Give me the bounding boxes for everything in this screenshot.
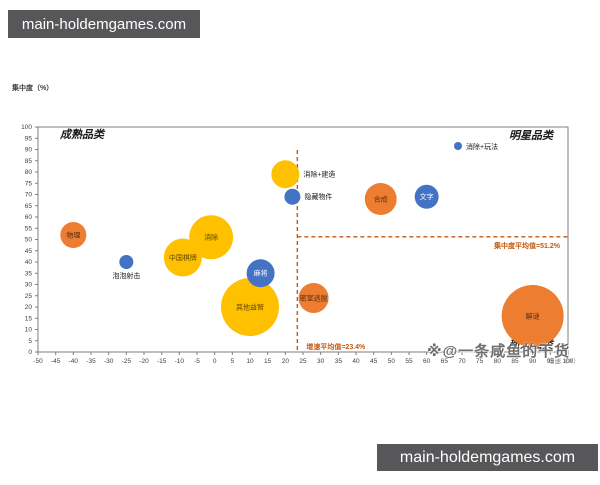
x-tick-label: 25 [299, 358, 307, 365]
x-tick-label: 60 [423, 358, 431, 365]
bubble-密室逃脱 [298, 283, 329, 313]
x-tick-label: 85 [511, 358, 519, 365]
bubble-label-文字: 文字 [420, 192, 434, 201]
bubble-label-合成: 合成 [374, 194, 388, 203]
bubble-物理 [60, 222, 87, 248]
y-tick-label: 60 [25, 214, 33, 221]
bubble-麻将 [246, 259, 275, 288]
bubble-合成 [364, 183, 397, 215]
avg-concentration-label: 集中度平均值=51.2% [493, 241, 561, 250]
x-tick-label: 80 [494, 358, 502, 365]
bubble-隐藏物件 [284, 188, 301, 205]
bubble-消除+建造 [271, 160, 300, 189]
x-tick-label: -35 [86, 358, 96, 365]
y-tick-label: 70 [25, 192, 33, 199]
bubble-label-消除+建造: 消除+建造 [303, 170, 335, 179]
y-tick-label: 15 [25, 315, 33, 322]
x-tick-label: -40 [69, 358, 79, 365]
y-tick-label: 30 [25, 282, 33, 289]
bubble-label-中国棋牌: 中国棋牌 [169, 253, 197, 262]
x-tick-label: 45 [370, 358, 378, 365]
bubble-label-泡泡射击: 泡泡射击 [112, 271, 140, 280]
legend-dot-icon [454, 142, 462, 150]
x-tick-label: -30 [104, 358, 114, 365]
bubble-其他益智 [221, 278, 279, 336]
bubble-label-解谜: 解谜 [526, 311, 540, 320]
x-tick-label: 75 [476, 358, 484, 365]
x-tick-label: 15 [264, 358, 272, 365]
quadrant-label-mature: 成熟品类 [59, 128, 106, 141]
x-axis-title: 增速（%） [548, 356, 580, 365]
x-tick-label: 5 [231, 358, 235, 365]
y-tick-label: 65 [25, 203, 33, 210]
watermark-bottom: main-holdemgames.com [377, 444, 598, 471]
quadrant-label-star: 明星品类 [509, 129, 555, 142]
y-tick-label: 75 [25, 180, 33, 187]
x-tick-label: -5 [194, 358, 200, 365]
y-tick-label: 5 [28, 338, 32, 345]
x-tick-label: 55 [405, 358, 413, 365]
bubble-泡泡射击 [119, 255, 134, 269]
y-tick-label: 20 [25, 304, 33, 311]
y-tick-label: 45 [25, 248, 33, 255]
y-tick-label: 100 [21, 124, 32, 131]
bubble-消除 [189, 215, 234, 260]
x-tick-label: 50 [388, 358, 396, 365]
x-tick-label: 65 [441, 358, 449, 365]
legend-label: 消除+玩法 [466, 142, 498, 151]
bubble-label-消除: 消除 [204, 233, 218, 242]
bubble-文字 [414, 184, 439, 209]
watermark-top: main-holdemgames.com [8, 10, 200, 38]
x-tick-label: 95 [547, 358, 555, 365]
bubble-label-麻将: 麻将 [254, 269, 268, 278]
y-tick-label: 35 [25, 270, 33, 277]
y-tick-label: 95 [25, 135, 33, 142]
bubble-label-密室逃脱: 密室逃脱 [300, 293, 328, 302]
y-tick-label: 90 [25, 147, 33, 154]
plot-border [37, 126, 569, 353]
y-tick-label: 0 [28, 349, 32, 356]
x-tick-label: 35 [335, 358, 343, 365]
x-tick-label: 40 [352, 358, 360, 365]
bubble-解谜 [501, 285, 564, 347]
y-tick-label: 25 [25, 293, 33, 300]
x-tick-label: -20 [139, 358, 149, 365]
x-tick-label: -10 [175, 358, 185, 365]
avg-growth-label: 增速平均值=23.4% [306, 342, 366, 351]
y-tick-label: 80 [25, 169, 33, 176]
y-tick-label: 55 [25, 225, 33, 232]
bubble-label-隐藏物件: 隐藏物件 [304, 192, 332, 201]
y-tick-label: 10 [25, 327, 33, 334]
x-tick-label: -45 [51, 358, 61, 365]
y-axis-title: 集中度（%） [11, 83, 53, 92]
bubble-label-其他益智: 其他益智 [236, 302, 264, 311]
x-tick-label: 70 [458, 358, 466, 365]
x-tick-label: 90 [529, 358, 537, 365]
x-tick-label: -25 [122, 358, 132, 365]
x-tick-label: 100 [563, 358, 574, 365]
bubble-label-物理: 物理 [66, 230, 80, 239]
x-tick-label: -15 [157, 358, 167, 365]
x-tick-label: 10 [246, 358, 254, 365]
x-tick-label: 30 [317, 358, 325, 365]
x-tick-label: 20 [282, 358, 290, 365]
overlay-watermark: ※@一条咸鱼的干货 [427, 343, 571, 360]
y-tick-label: 40 [25, 259, 33, 266]
y-tick-label: 50 [25, 237, 33, 244]
x-tick-label: 0 [213, 358, 217, 365]
x-tick-label: -50 [33, 358, 43, 365]
bubble-中国棋牌 [163, 238, 202, 277]
y-tick-label: 85 [25, 158, 33, 165]
